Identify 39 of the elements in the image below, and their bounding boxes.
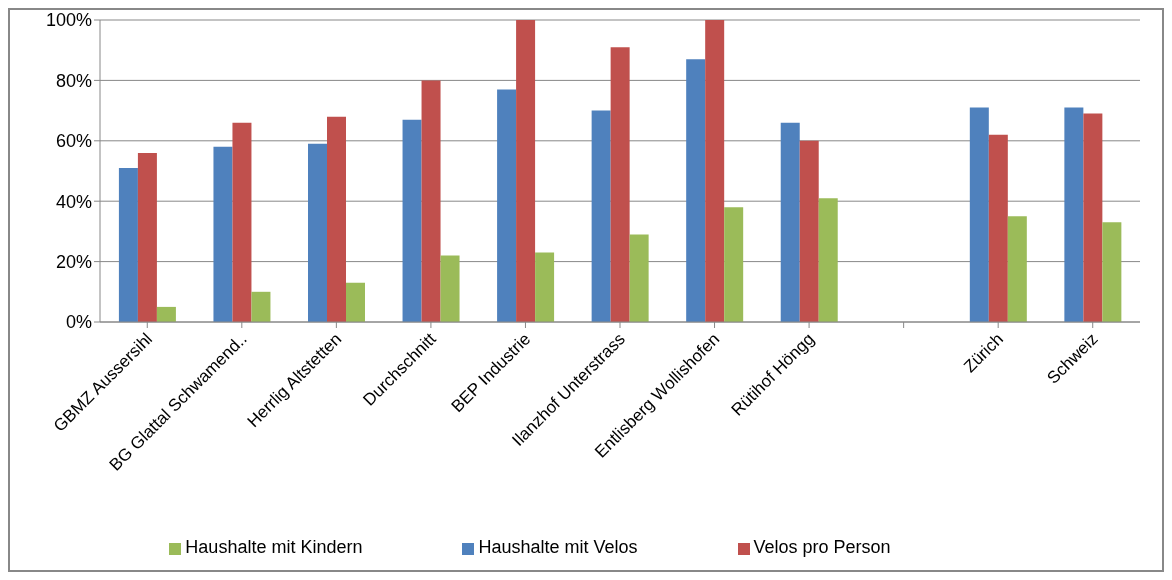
bar bbox=[327, 116, 346, 322]
bar bbox=[156, 306, 176, 322]
bar bbox=[818, 198, 838, 322]
bar bbox=[1083, 113, 1103, 322]
bar bbox=[440, 255, 460, 322]
bar bbox=[591, 110, 611, 322]
bar bbox=[780, 122, 800, 322]
bar bbox=[346, 282, 365, 322]
bar bbox=[213, 146, 233, 322]
y-tick-label: 20% bbox=[55, 251, 92, 272]
bar bbox=[1102, 222, 1122, 322]
bar bbox=[402, 119, 422, 322]
bar bbox=[118, 167, 138, 322]
bar bbox=[686, 59, 706, 322]
bar bbox=[610, 47, 630, 322]
bar bbox=[799, 140, 819, 322]
bar bbox=[1064, 107, 1084, 322]
bar bbox=[1007, 216, 1027, 322]
bar bbox=[705, 20, 725, 322]
bar bbox=[232, 122, 252, 322]
bar bbox=[724, 207, 744, 322]
bar bbox=[421, 80, 441, 322]
y-tick-label: 0% bbox=[65, 312, 92, 333]
legend-label: Haushalte mit Velos bbox=[478, 537, 638, 557]
y-tick-label: 100% bbox=[45, 10, 92, 31]
bar bbox=[629, 234, 649, 322]
bar bbox=[988, 134, 1008, 322]
bar bbox=[535, 252, 555, 322]
legend-label: Velos pro Person bbox=[753, 537, 891, 557]
bar bbox=[308, 143, 327, 322]
bar bbox=[497, 89, 517, 322]
y-tick-label: 40% bbox=[55, 191, 92, 212]
y-tick-label: 60% bbox=[55, 131, 92, 152]
bar bbox=[137, 152, 157, 322]
bar bbox=[516, 20, 536, 322]
y-tick-label: 80% bbox=[55, 70, 92, 91]
bar bbox=[251, 291, 271, 322]
bar bbox=[969, 107, 989, 322]
legend-label: Haushalte mit Kindern bbox=[185, 537, 363, 557]
